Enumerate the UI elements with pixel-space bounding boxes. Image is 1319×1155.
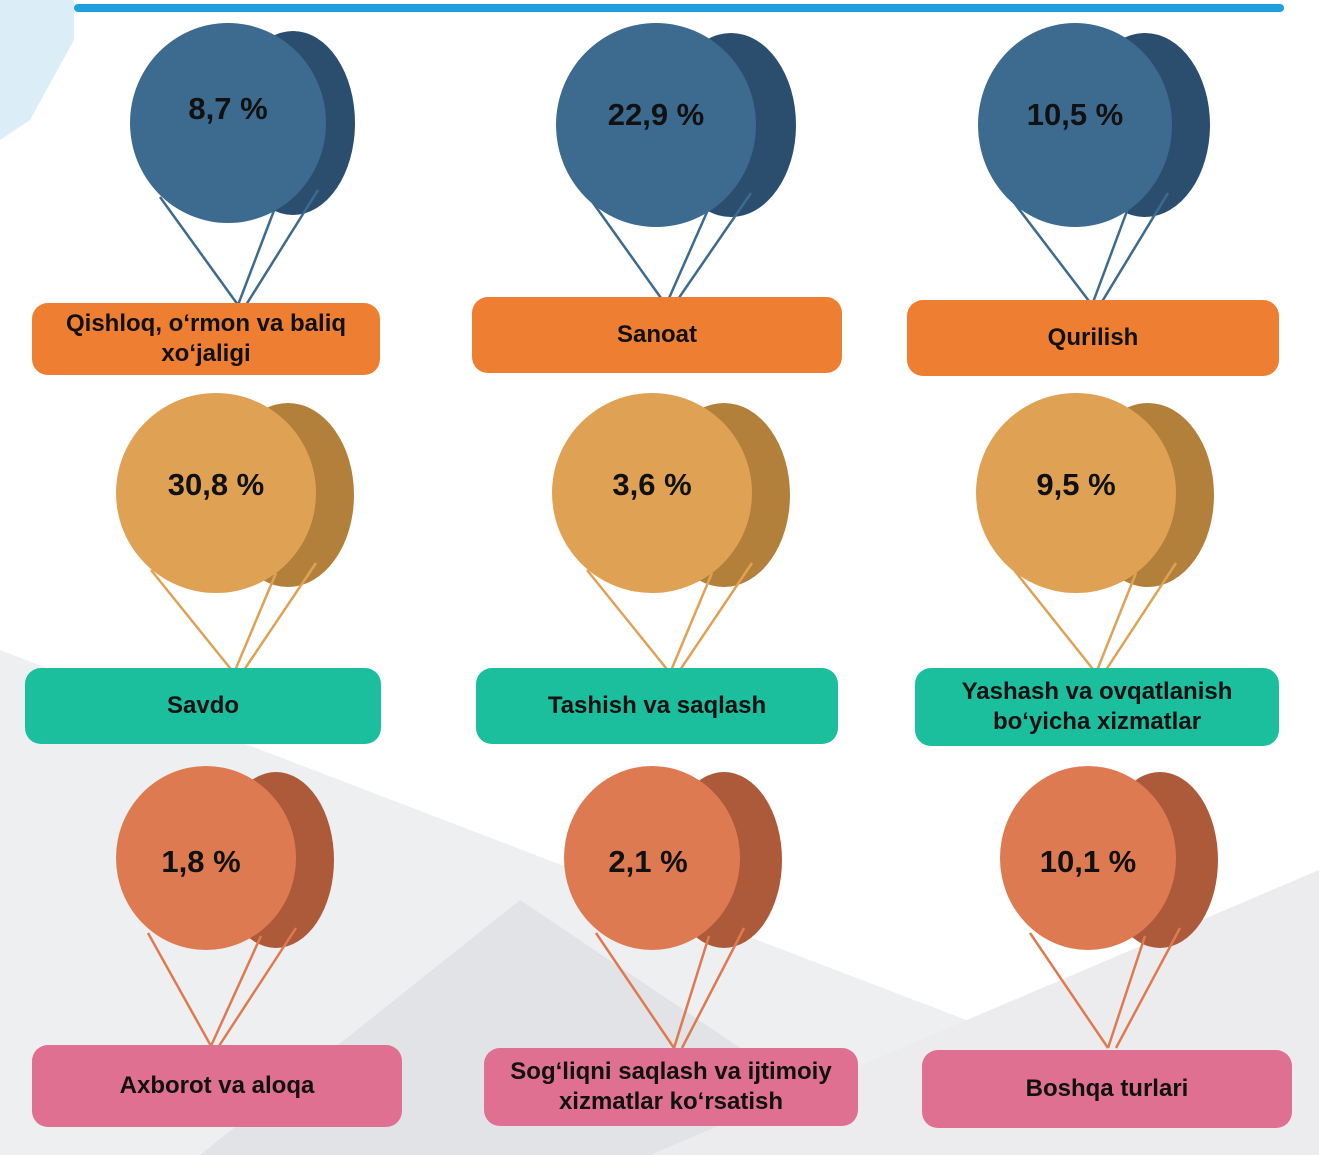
sector-label: Qurilish [907,300,1279,376]
percent-value: 30,8 % [167,467,265,502]
percent-value: 2,1 % [608,844,688,879]
percent-value: 9,5 % [1036,467,1116,502]
percent-value: 22,9 % [607,97,705,132]
sector-label: Sanoat [472,297,842,373]
top-accent-bar [74,4,1284,12]
percent-value: 8,7 % [188,91,268,126]
percent-value: 1,8 % [161,844,241,879]
percent-value: 10,1 % [1039,844,1137,879]
sector-label: Qishloq, o‘rmon va baliq xo‘jaligi [32,303,380,375]
sector-label: Tashish va saqlash [476,668,838,744]
sector-label: Axborot va aloqa [32,1045,402,1127]
percent-value: 3,6 % [612,467,692,502]
sector-label: Yashash va ovqatlanish bo‘yicha xizmatla… [915,668,1279,746]
sector-label: Boshqa turlari [922,1050,1292,1128]
sector-label: Sog‘liqni saqlash va ijtimoiy xizmatlar … [484,1048,858,1126]
percent-value: 10,5 % [1026,97,1124,132]
sector-label: Savdo [25,668,381,744]
